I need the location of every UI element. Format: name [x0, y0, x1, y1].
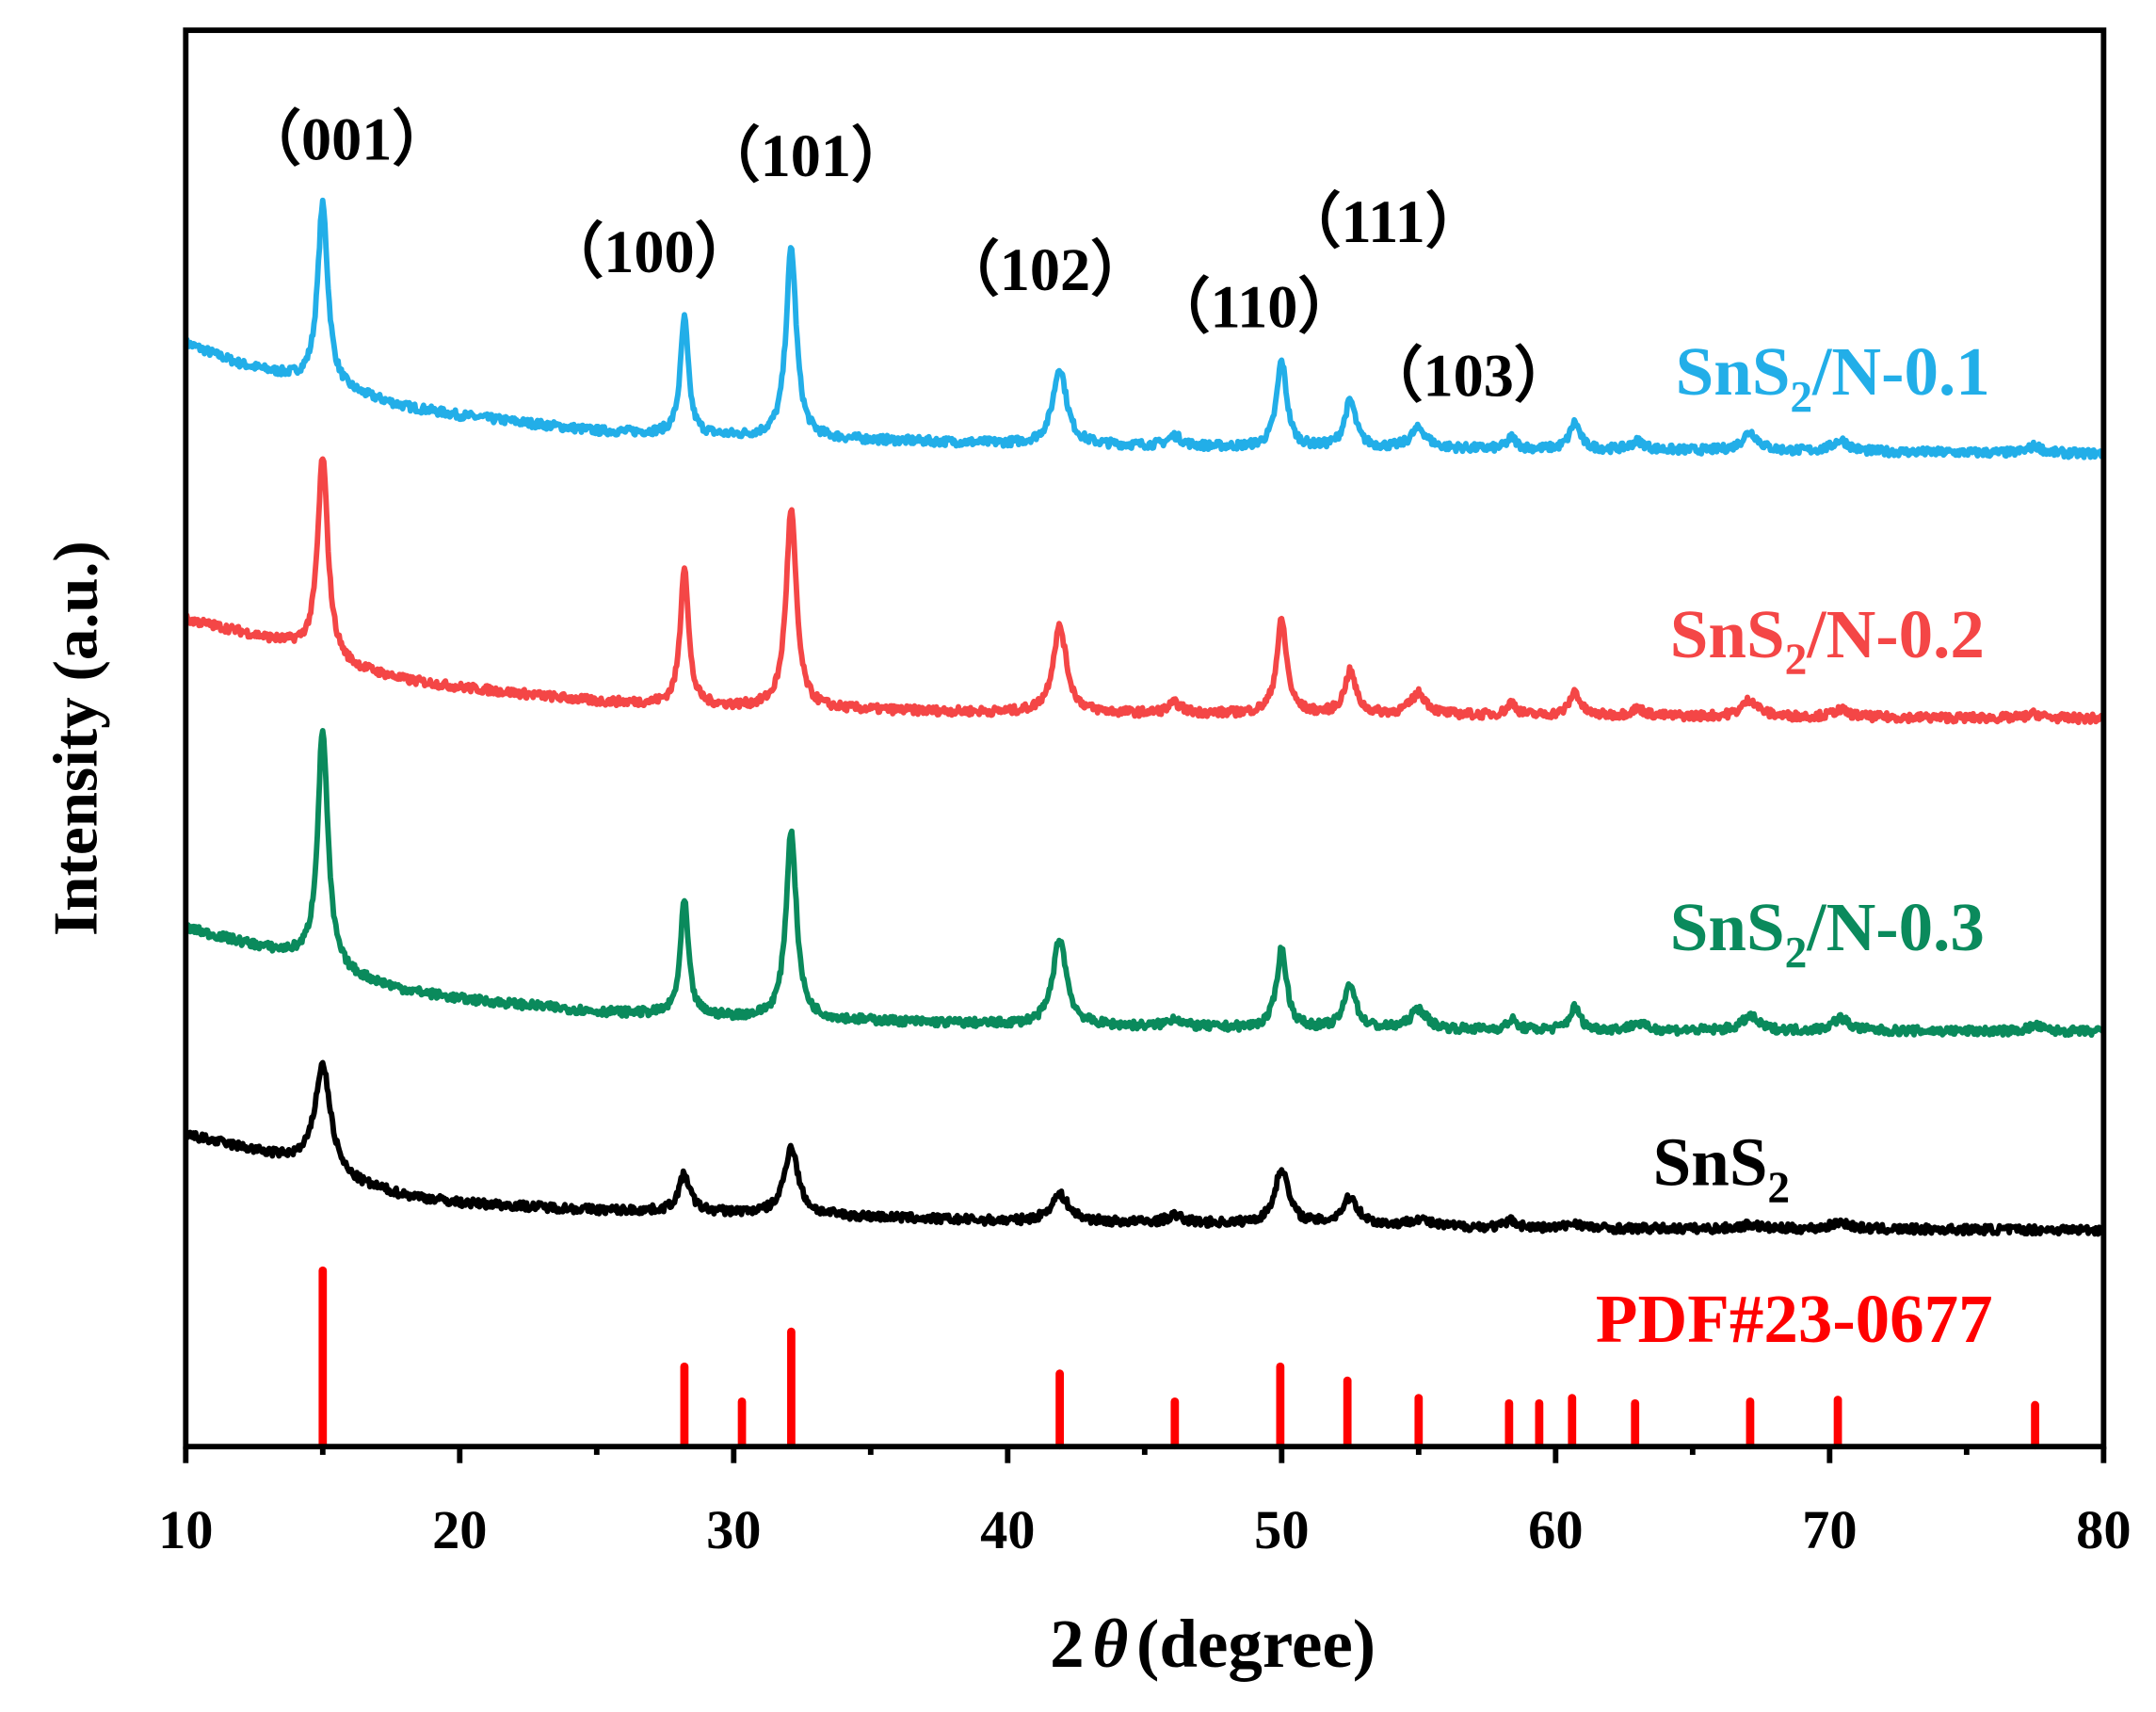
x-axis: 10 20 30 40 50 60 70 80: [158, 1446, 2132, 1560]
x-tick-label: 80: [2076, 1499, 2131, 1560]
x-tick-label: 60: [1528, 1499, 1583, 1560]
x-axis-label-prefix: 2: [1050, 1606, 1084, 1682]
x-tick-label: 30: [706, 1499, 761, 1560]
x-tick-label: 40: [980, 1499, 1035, 1560]
reference-label: PDF#23-0677: [1596, 1281, 1993, 1357]
series-line: [183, 456, 2106, 726]
y-axis-label: Intensity (a.u.): [40, 541, 110, 936]
x-axis-label-theta: θ: [1092, 1606, 1128, 1682]
x-tick-label: 10: [158, 1499, 213, 1560]
x-axis-label-unit: (degree): [1136, 1606, 1376, 1682]
x-tick-label: 20: [432, 1499, 487, 1560]
series-line: [183, 728, 2106, 1039]
series-label: SnS2/N-0.2: [1670, 596, 1985, 685]
series-label: SnS2/N-0.1: [1676, 333, 1990, 422]
series-curves: [183, 197, 2106, 1237]
hkl-annotation: （102）: [940, 236, 1151, 303]
hkl-annotation: （101）: [700, 122, 911, 189]
x-tick-label: 70: [1802, 1499, 1857, 1560]
x-tick-label: 50: [1254, 1499, 1309, 1560]
hkl-annotation: （111）: [1280, 188, 1486, 255]
labels: SnS2/N-0.1 SnS2/N-0.2 SnS2/N-0.3 SnS2 PDF#23…: [241, 105, 1993, 1357]
hkl-annotation: （103）: [1362, 343, 1574, 410]
series-label: SnS2: [1653, 1124, 1791, 1213]
series-line: [183, 197, 2106, 460]
x-axis-label: 2 θ (degree): [1050, 1606, 1376, 1682]
hkl-annotation: （001）: [241, 105, 453, 172]
reference-sticks: [318, 1266, 2039, 1450]
series-label: SnS2/N-0.3: [1670, 889, 1985, 977]
hkl-annotation: （100）: [543, 218, 755, 285]
hkl-annotation: （110）: [1150, 274, 1358, 341]
series-line: [183, 1059, 2106, 1237]
